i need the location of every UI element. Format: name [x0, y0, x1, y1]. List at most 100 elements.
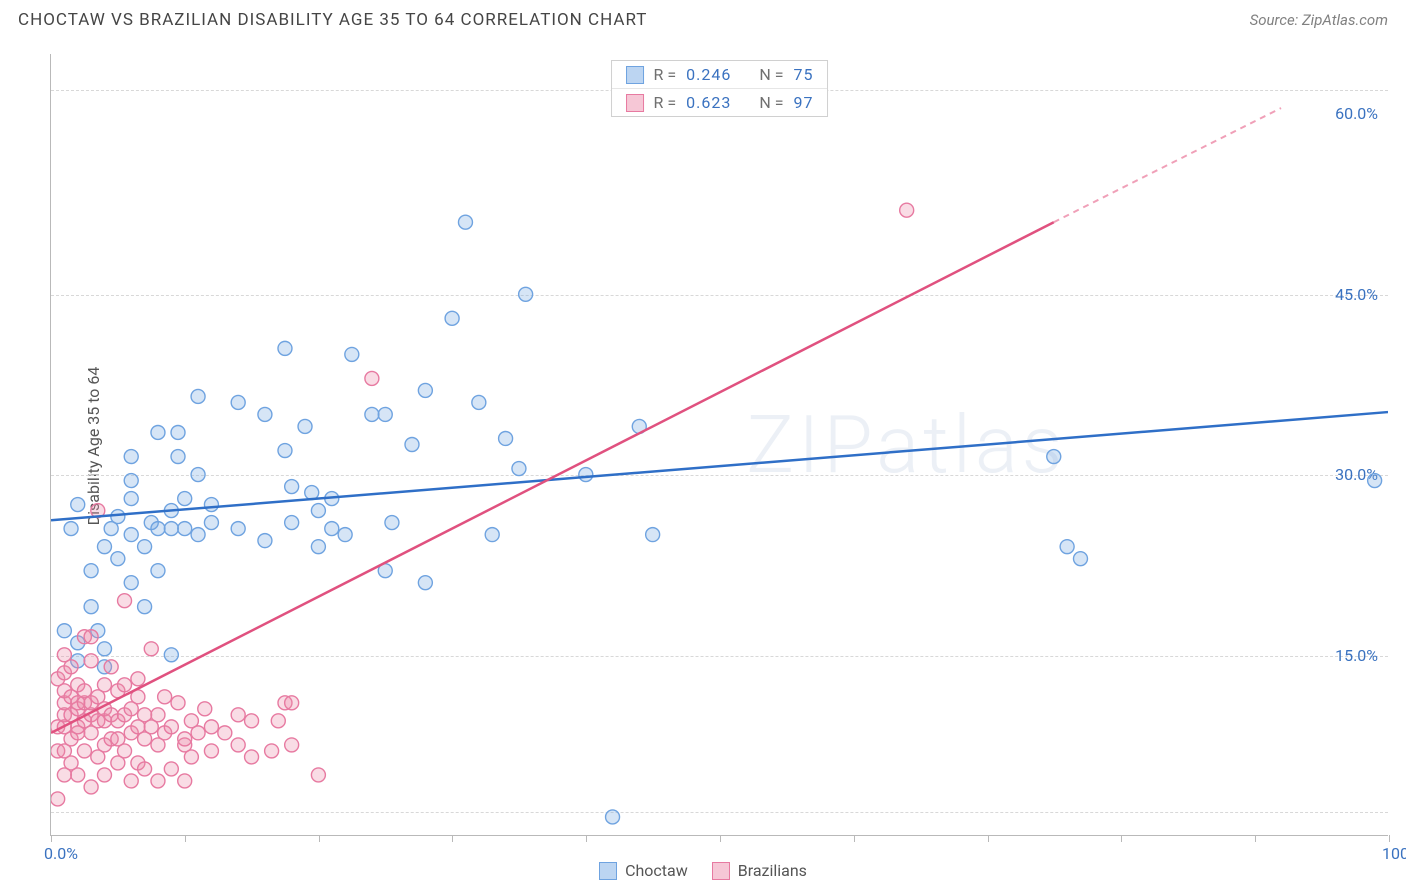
- data-point: [164, 720, 178, 734]
- data-point: [245, 714, 259, 728]
- data-point: [124, 474, 138, 488]
- x-axis-value: 100.0%: [1382, 844, 1406, 863]
- data-point: [144, 642, 158, 656]
- data-point: [118, 744, 132, 758]
- data-point: [97, 540, 111, 554]
- data-point: [345, 347, 359, 361]
- data-point: [138, 762, 152, 776]
- legend-swatch: [626, 94, 644, 112]
- x-tick: [720, 835, 721, 842]
- data-point: [325, 522, 339, 536]
- data-point: [512, 462, 526, 476]
- data-point: [285, 696, 299, 710]
- data-point: [84, 600, 98, 614]
- data-point: [365, 371, 379, 385]
- data-point: [519, 287, 533, 301]
- data-point: [418, 576, 432, 590]
- legend-swatch: [712, 862, 730, 880]
- legend-row: R =0.246N =75: [612, 61, 828, 88]
- data-point: [178, 492, 192, 506]
- trend-line-extrapolated: [1054, 108, 1281, 222]
- data-point: [258, 407, 272, 421]
- x-tick: [51, 835, 52, 842]
- data-point: [1047, 450, 1061, 464]
- trend-line: [51, 412, 1388, 520]
- data-point: [77, 744, 91, 758]
- chart-plot-area: ZIPatlas R =0.246N =75R =0.623N =97 15.0…: [50, 54, 1388, 836]
- legend-r-label: R =: [654, 93, 677, 112]
- x-axis-value: 0.0%: [44, 844, 78, 863]
- data-point: [204, 516, 218, 530]
- data-point: [311, 540, 325, 554]
- data-point: [97, 678, 111, 692]
- data-point: [191, 389, 205, 403]
- data-point: [378, 407, 392, 421]
- correlation-legend: R =0.246N =75R =0.623N =97: [611, 60, 829, 117]
- data-point: [405, 438, 419, 452]
- data-point: [1060, 540, 1074, 554]
- data-point: [171, 696, 185, 710]
- data-point: [231, 395, 245, 409]
- data-point: [285, 516, 299, 530]
- data-point: [278, 341, 292, 355]
- data-point: [231, 708, 245, 722]
- data-point: [191, 468, 205, 482]
- data-point: [164, 762, 178, 776]
- data-point: [131, 672, 145, 686]
- data-point: [311, 504, 325, 518]
- data-point: [151, 774, 165, 788]
- data-point: [124, 450, 138, 464]
- data-point: [900, 203, 914, 217]
- data-point: [71, 498, 85, 512]
- data-point: [1368, 474, 1382, 488]
- data-point: [164, 648, 178, 662]
- data-point: [278, 444, 292, 458]
- data-point: [1073, 552, 1087, 566]
- data-point: [472, 395, 486, 409]
- x-tick: [319, 835, 320, 842]
- x-tick: [854, 835, 855, 842]
- data-point: [204, 744, 218, 758]
- data-point: [151, 564, 165, 578]
- data-point: [84, 630, 98, 644]
- data-point: [97, 768, 111, 782]
- source-label: Source: ZipAtlas.com: [1250, 11, 1388, 29]
- data-point: [499, 432, 513, 446]
- legend-label: Choctaw: [625, 861, 688, 880]
- legend-n-value: 75: [793, 65, 813, 84]
- series-legend: Choctaw Brazilians: [0, 861, 1406, 880]
- data-point: [138, 600, 152, 614]
- data-point: [285, 480, 299, 494]
- legend-label: Brazilians: [738, 861, 807, 880]
- data-point: [158, 690, 172, 704]
- data-point: [71, 768, 85, 782]
- data-point: [218, 726, 232, 740]
- data-point: [84, 780, 98, 794]
- data-point: [171, 450, 185, 464]
- legend-n-label: N =: [759, 65, 783, 84]
- data-point: [305, 486, 319, 500]
- x-tick: [1389, 835, 1390, 842]
- legend-swatch: [626, 66, 644, 84]
- data-point: [191, 528, 205, 542]
- legend-r-value: 0.623: [686, 93, 731, 112]
- chart-title: CHOCTAW VS BRAZILIAN DISABILITY AGE 35 T…: [18, 10, 647, 30]
- data-point: [97, 642, 111, 656]
- data-point: [111, 510, 125, 524]
- data-point: [231, 738, 245, 752]
- data-point: [458, 215, 472, 229]
- data-point: [285, 738, 299, 752]
- data-point: [646, 528, 660, 542]
- data-point: [171, 425, 185, 439]
- x-tick: [586, 835, 587, 842]
- data-point: [64, 660, 78, 674]
- data-point: [178, 732, 192, 746]
- legend-r-label: R =: [654, 65, 677, 84]
- data-point: [118, 678, 132, 692]
- x-tick: [185, 835, 186, 842]
- data-point: [265, 744, 279, 758]
- data-point: [118, 594, 132, 608]
- data-point: [606, 810, 620, 824]
- data-point: [385, 516, 399, 530]
- data-point: [338, 528, 352, 542]
